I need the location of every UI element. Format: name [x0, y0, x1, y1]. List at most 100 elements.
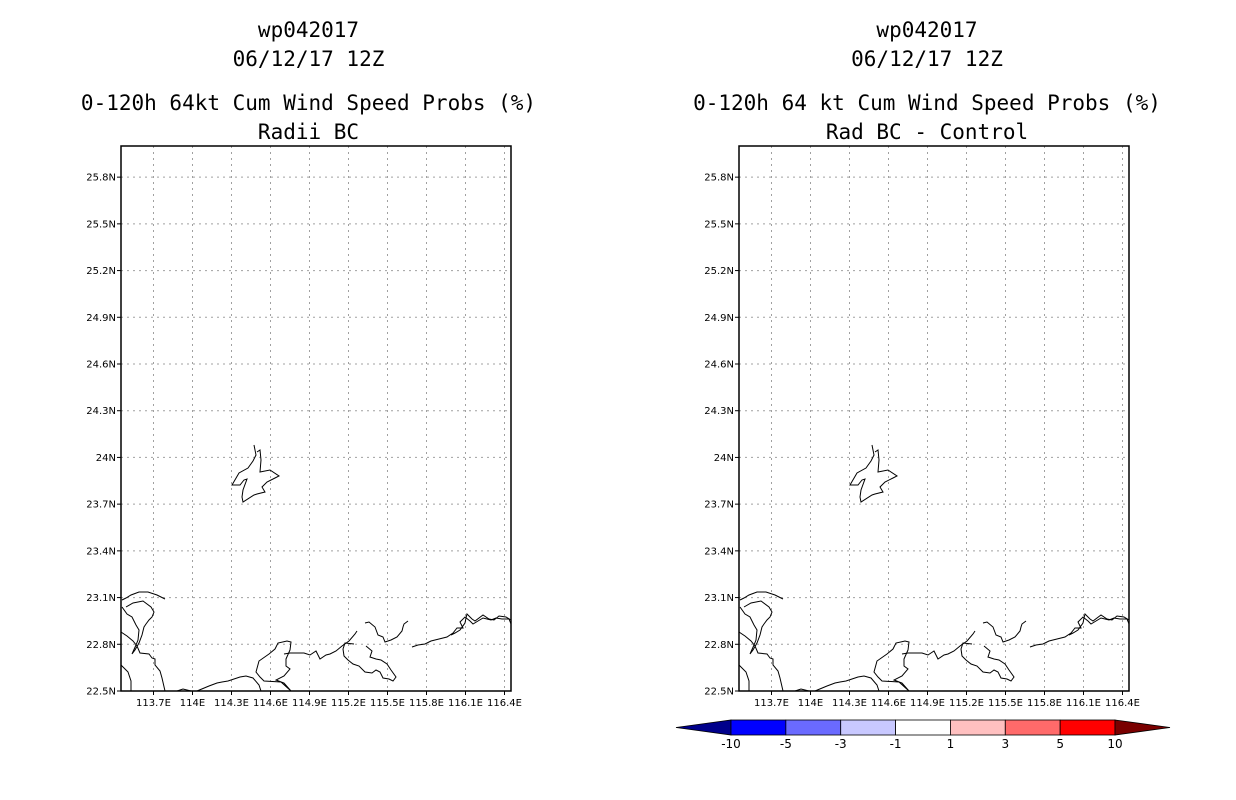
colorbar-box-6	[1059, 719, 1116, 736]
left-coast-line-3	[120, 631, 166, 692]
left-ytick-label-2: 23.1N	[86, 593, 116, 604]
colorbar-label-7: 10	[1107, 737, 1122, 751]
right-coast-line-4	[738, 664, 750, 691]
colorbar-label-3: -1	[890, 737, 902, 751]
right-coast-line-12	[1068, 613, 1130, 636]
right-xtick-label-5: 115.2E	[949, 698, 984, 709]
right-ytick-label-11: 25.8N	[704, 173, 734, 184]
right-ytick-label-9: 25.2N	[704, 266, 734, 277]
right-xtick-label-8: 116.1E	[1066, 698, 1101, 709]
colorbar-high-arrow	[1114, 719, 1171, 736]
left-coast-line-11	[411, 616, 512, 648]
left-ytick-label-9: 25.2N	[86, 266, 116, 277]
colorbar-label-5: 3	[1001, 737, 1009, 751]
left-xtick-label-2: 114.3E	[214, 698, 249, 709]
right-coast-line-1	[739, 591, 784, 601]
right-coast-line-3	[738, 631, 784, 692]
left-xtick-label-8: 116.1E	[448, 698, 483, 709]
right-xtick-label-1: 114E	[798, 698, 823, 709]
left-storm-id: wp042017	[257, 18, 360, 42]
left-ytick-label-6: 24.3N	[86, 406, 116, 417]
right-xtick-label-9: 116.4E	[1105, 698, 1140, 709]
right-chart-title: 0-120h 64 kt Cum Wind Speed Probs (%)	[693, 91, 1161, 115]
left-coastline	[120, 444, 512, 692]
left-coast-line-6	[196, 675, 262, 692]
colorbar-box-1	[785, 719, 842, 736]
left-ytick-label-4: 23.7N	[86, 500, 116, 511]
left-ytick-label-3: 23.4N	[86, 546, 116, 557]
left-xtick-label-3: 114.6E	[253, 698, 288, 709]
colorbar-box-5	[1004, 719, 1061, 736]
right-coast-line-10	[982, 620, 1027, 643]
colorbar-label-1: -5	[780, 737, 792, 751]
colorbar-label-2: -3	[835, 737, 847, 751]
colorbar-label-4: 1	[947, 737, 955, 751]
left-xtick-label-6: 115.5E	[370, 698, 405, 709]
right-ytick-label-2: 23.1N	[704, 593, 734, 604]
right-coast-line-8	[960, 642, 1015, 682]
right-chart-subtitle: Rad BC - Control	[825, 120, 1029, 144]
colorbar-low-arrow	[675, 719, 732, 736]
right-coast-line-9	[901, 630, 976, 660]
right-xtick-label-2: 114.3E	[832, 698, 867, 709]
right-ytick-label-8: 24.9N	[704, 313, 734, 324]
right-coast-line-11	[1029, 616, 1130, 648]
left-ytick-label-5: 24N	[96, 453, 116, 464]
left-coast-line-8	[342, 642, 397, 682]
right-ytick-label-4: 23.7N	[704, 500, 734, 511]
left-ytick-label-11: 25.8N	[86, 173, 116, 184]
left-xtick-label-5: 115.2E	[331, 698, 366, 709]
left-coast-line-4	[120, 664, 132, 691]
colorbar-box-0	[730, 719, 787, 736]
left-coast-line-0	[231, 444, 280, 503]
left-coast-line-1	[121, 591, 166, 601]
right-ytick-label-1: 22.8N	[704, 640, 734, 651]
left-chart-subtitle: Radii BC	[257, 120, 360, 144]
left-ytick-label-7: 24.6N	[86, 360, 116, 371]
right-ytick-label-10: 25.5N	[704, 219, 734, 230]
right-coast-line-0	[849, 444, 898, 503]
left-datetime: 06/12/17 12Z	[232, 47, 385, 71]
colorbar-box-3	[895, 719, 951, 736]
left-xtick-label-1: 114E	[180, 698, 205, 709]
left-coast-line-2	[121, 600, 155, 655]
left-plot-frame	[120, 145, 512, 692]
colorbar-box-4	[950, 719, 1006, 736]
left-panel-title: wp042017 06/12/17 12Z 0-120h 64kt Cum Wi…	[60, 16, 557, 147]
right-ytick-label-3: 23.4N	[704, 546, 734, 557]
right-xtick-label-3: 114.6E	[871, 698, 906, 709]
left-ytick-label-0: 22.5N	[86, 687, 116, 698]
right-ytick-label-0: 22.5N	[704, 687, 734, 698]
left-coast-line-12	[450, 613, 512, 636]
colorbar-box-2	[840, 719, 896, 736]
right-coast-line-6	[814, 675, 880, 692]
right-map-panel: 113.7E 114E 114.3E 114.6E 114.9E 115.2E 115.5E…	[704, 145, 1140, 709]
right-storm-id: wp042017	[876, 18, 978, 42]
left-coast-line-10	[364, 620, 409, 643]
left-ytick-label-10: 25.5N	[86, 219, 116, 230]
right-xtick-label-6: 115.5E	[988, 698, 1023, 709]
left-xtick-label-4: 114.9E	[292, 698, 327, 709]
right-plot-frame	[738, 145, 1130, 692]
left-coast-line-9	[283, 630, 358, 660]
right-xtick-label-4: 114.9E	[910, 698, 945, 709]
left-map-panel: 113.7E 114E 114.3E 114.6E 114.9E 115.2E 115.5E…	[86, 145, 522, 709]
left-ytick-label-1: 22.8N	[86, 640, 116, 651]
right-datetime: 06/12/17 12Z	[851, 47, 1003, 71]
colorbar: -10 -5 -3 -1 1 3 5 10	[675, 719, 1171, 751]
colorbar-label-6: 5	[1056, 737, 1064, 751]
right-xtick-label-7: 115.8E	[1027, 698, 1062, 709]
right-xtick-label-0: 113.7E	[754, 698, 789, 709]
right-coast-line-2	[739, 600, 773, 655]
right-ytick-label-6: 24.3N	[704, 406, 734, 417]
right-ytick-label-7: 24.6N	[704, 360, 734, 371]
colorbar-label-0: -10	[721, 737, 741, 751]
right-panel-title: wp042017 06/12/17 12Z 0-120h 64 kt Cum W…	[672, 16, 1182, 147]
left-xtick-label-9: 116.4E	[487, 698, 522, 709]
left-coast-line-7	[255, 640, 292, 692]
left-xtick-label-7: 115.8E	[409, 698, 444, 709]
right-coastline	[738, 444, 1130, 692]
left-chart-title: 0-120h 64kt Cum Wind Speed Probs (%)	[80, 91, 537, 115]
left-ytick-label-8: 24.9N	[86, 313, 116, 324]
